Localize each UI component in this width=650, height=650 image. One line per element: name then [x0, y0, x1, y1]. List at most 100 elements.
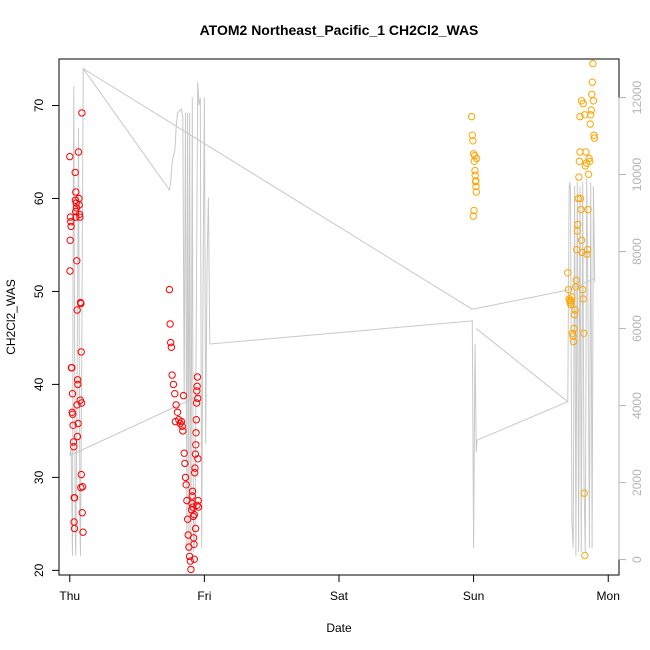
data-point [471, 166, 479, 175]
data-point [570, 324, 578, 333]
data-point [576, 194, 585, 203]
data-point [190, 510, 199, 519]
data-point [167, 343, 176, 351]
data-point [590, 134, 599, 142]
data-point [68, 390, 77, 398]
data-point [193, 387, 201, 395]
data-point [567, 300, 575, 309]
data-point [190, 555, 199, 563]
data-point [77, 399, 86, 407]
y2-tick-label: 6000 [630, 315, 644, 342]
data-point [192, 416, 201, 424]
x-axis: Thu Fri Sat Sun Mon [59, 574, 620, 603]
data-point [173, 408, 182, 416]
data-points [66, 59, 599, 574]
data-point [189, 503, 197, 511]
data-point [469, 137, 477, 145]
data-point [569, 332, 577, 340]
data-point [66, 152, 74, 161]
y-axis-label: CH2Cl2_WAS [4, 279, 18, 355]
data-point [74, 419, 82, 428]
y-tick-label: 70 [32, 98, 46, 112]
y-tick-label: 60 [32, 191, 46, 205]
data-point [70, 494, 79, 502]
data-point [590, 131, 598, 139]
data-point [177, 417, 186, 426]
y2-tick-label: 12000 [630, 80, 644, 114]
data-point [188, 487, 197, 495]
data-point [585, 154, 593, 163]
data-point [579, 99, 587, 108]
data-point [580, 489, 588, 497]
data-point [179, 391, 188, 400]
data-point [66, 236, 74, 245]
data-point [583, 250, 591, 258]
x-tick-label: Sat [330, 589, 349, 603]
data-point [579, 285, 587, 294]
data-point [75, 210, 84, 219]
altitude-connector [475, 328, 569, 403]
data-point [73, 257, 81, 265]
data-point [584, 205, 592, 214]
data-point [469, 212, 477, 220]
data-point [72, 188, 80, 196]
data-point [572, 276, 580, 284]
data-point [574, 194, 582, 203]
data-point [166, 320, 174, 328]
data-point [193, 373, 202, 381]
y2-tick-label: 4000 [630, 392, 644, 419]
data-point [570, 311, 579, 319]
data-point [472, 188, 480, 196]
data-point [579, 295, 587, 303]
data-point [191, 469, 199, 477]
data-point [468, 131, 476, 139]
data-point [586, 157, 594, 166]
data-point [172, 401, 180, 409]
data-point [183, 515, 192, 523]
data-point [67, 222, 75, 231]
data-point [66, 213, 75, 221]
data-point [191, 464, 199, 472]
y-tick-label: 30 [32, 470, 46, 484]
data-point [569, 337, 578, 346]
data-point [73, 376, 82, 384]
data-point [192, 429, 200, 437]
data-point [193, 382, 201, 390]
data-point [77, 470, 86, 479]
data-point [192, 399, 201, 407]
data-point [472, 154, 481, 163]
data-point [191, 524, 200, 533]
y2-tick-label: 0 [630, 556, 644, 563]
data-point [187, 565, 195, 574]
x-tick-label: Sun [463, 589, 484, 603]
data-point [68, 364, 76, 372]
data-point [181, 473, 190, 482]
data-point [179, 427, 187, 435]
data-point [193, 501, 201, 509]
data-point [79, 528, 87, 536]
data-point [568, 329, 577, 337]
data-point [564, 285, 573, 294]
data-point [472, 182, 480, 191]
data-point [165, 285, 174, 294]
data-point [575, 157, 584, 166]
data-point [181, 459, 189, 468]
data-point [577, 236, 586, 245]
data-point [586, 120, 594, 128]
data-point [575, 173, 583, 181]
y2-tick-label: 8000 [630, 238, 644, 265]
data-point [568, 293, 576, 301]
altitude-connector [82, 68, 473, 310]
altitude-trace [69, 67, 596, 556]
data-point [581, 111, 589, 119]
altitude-line [69, 67, 596, 556]
data-point [70, 524, 79, 533]
data-point [584, 170, 593, 179]
data-point [472, 177, 480, 185]
data-point [167, 338, 175, 347]
data-point [190, 540, 198, 548]
data-point [574, 220, 582, 229]
chart-title: ATOM2 Northeast_Pacific_1 CH2Cl2_WAS [200, 22, 479, 38]
